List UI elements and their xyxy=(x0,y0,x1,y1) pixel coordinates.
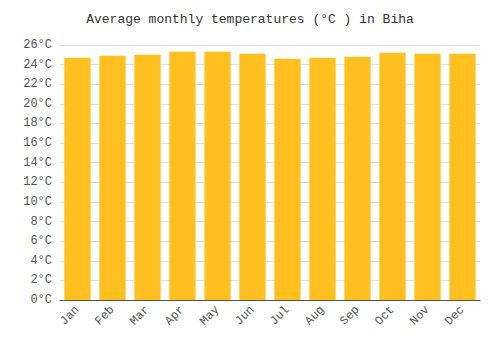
svg-text:Jul: Jul xyxy=(267,303,292,328)
svg-text:8°C: 8°C xyxy=(30,215,52,229)
svg-text:24°C: 24°C xyxy=(23,58,52,72)
svg-text:6°C: 6°C xyxy=(30,234,52,248)
svg-text:Dec: Dec xyxy=(442,303,467,328)
svg-text:Average monthly temperatures (: Average monthly temperatures (°C ) in Bi… xyxy=(86,12,414,27)
svg-text:May: May xyxy=(197,303,222,328)
svg-text:Oct: Oct xyxy=(372,303,397,328)
svg-text:14°C: 14°C xyxy=(23,156,52,170)
svg-text:12°C: 12°C xyxy=(23,175,52,189)
svg-text:Jan: Jan xyxy=(57,303,82,328)
svg-text:22°C: 22°C xyxy=(23,77,52,91)
svg-text:Mar: Mar xyxy=(127,303,152,328)
svg-text:Nov: Nov xyxy=(407,303,432,328)
svg-text:Aug: Aug xyxy=(302,303,327,328)
svg-text:4°C: 4°C xyxy=(30,254,52,268)
svg-text:10°C: 10°C xyxy=(23,195,52,209)
svg-text:2°C: 2°C xyxy=(30,273,52,287)
svg-text:Feb: Feb xyxy=(92,303,117,328)
svg-text:Jun: Jun xyxy=(232,303,257,328)
svg-text:26°C: 26°C xyxy=(23,38,52,52)
svg-text:Apr: Apr xyxy=(162,303,187,328)
svg-text:18°C: 18°C xyxy=(23,116,52,130)
svg-text:0°C: 0°C xyxy=(30,293,52,307)
svg-text:20°C: 20°C xyxy=(23,97,52,111)
svg-text:Sep: Sep xyxy=(337,303,362,328)
svg-text:16°C: 16°C xyxy=(23,136,52,150)
